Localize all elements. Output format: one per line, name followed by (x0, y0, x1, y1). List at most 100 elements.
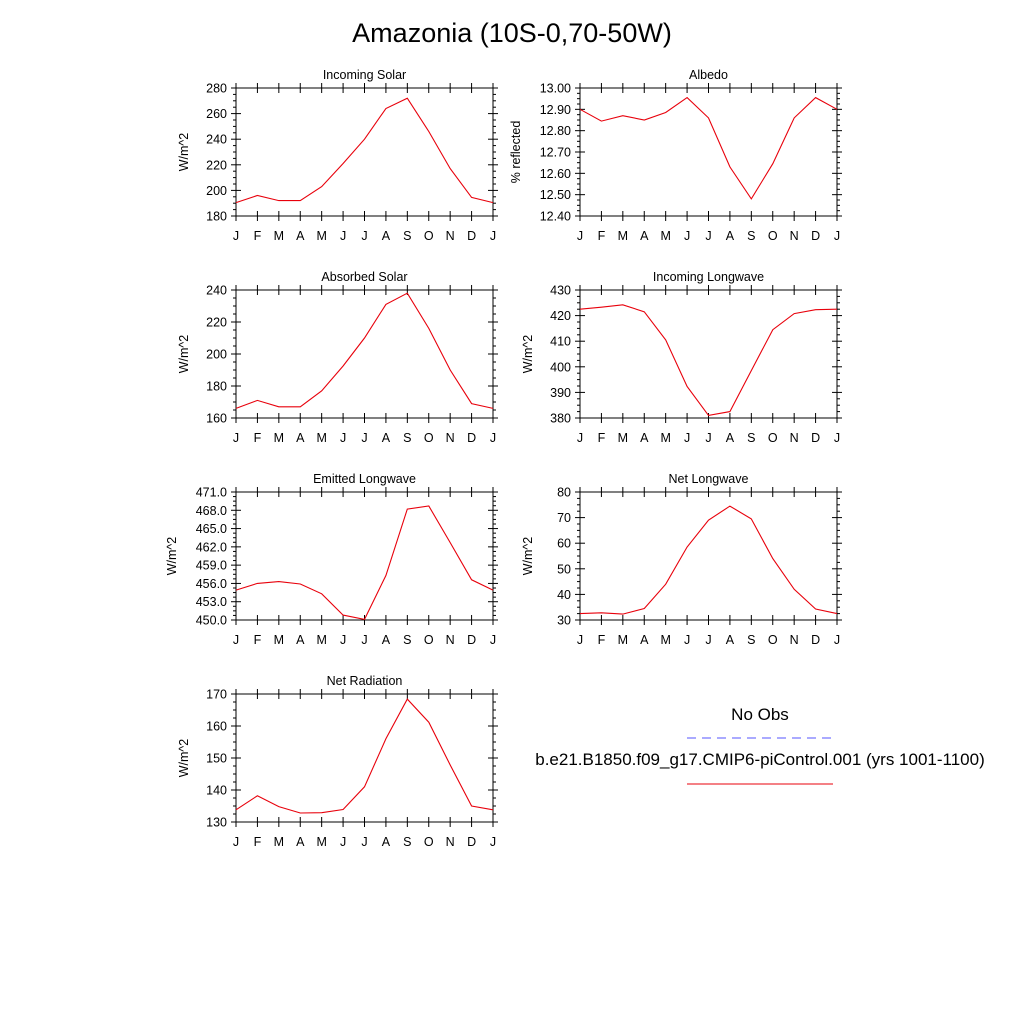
y-tick-label: 12.80 (540, 124, 571, 138)
x-tick-label: J (361, 633, 367, 647)
x-tick-label: F (254, 431, 262, 445)
chart-title: Absorbed Solar (321, 270, 407, 284)
y-tick-label: 12.50 (540, 188, 571, 202)
x-tick-label: J (705, 633, 711, 647)
y-axis-label: W/m^2 (177, 739, 191, 778)
x-tick-label: J (834, 633, 840, 647)
y-tick-label: 60 (557, 537, 571, 551)
x-tick-label: O (768, 431, 778, 445)
y-tick-label: 30 (557, 614, 571, 628)
x-tick-label: N (446, 431, 455, 445)
y-tick-label: 80 (557, 486, 571, 500)
y-tick-label: 220 (206, 316, 227, 330)
y-tick-label: 420 (550, 309, 571, 323)
x-tick-label: J (233, 431, 239, 445)
y-tick-label: 140 (206, 784, 227, 798)
plot-frame (579, 491, 838, 621)
x-tick-label: J (361, 229, 367, 243)
x-tick-label: A (382, 835, 391, 849)
x-tick-label: D (467, 633, 476, 647)
x-tick-label: F (254, 229, 262, 243)
y-tick-label: 453.0 (196, 595, 227, 609)
x-tick-label: A (726, 431, 735, 445)
x-tick-label: N (790, 229, 799, 243)
y-tick-label: 50 (557, 562, 571, 576)
x-tick-label: O (424, 835, 434, 849)
y-tick-label: 410 (550, 335, 571, 349)
x-tick-label: J (705, 431, 711, 445)
x-tick-label: M (316, 229, 326, 243)
x-tick-label: M (618, 431, 628, 445)
y-axis-label: W/m^2 (165, 537, 179, 576)
x-tick-label: M (618, 633, 628, 647)
page-title: Amazonia (10S-0,70-50W) (352, 18, 672, 48)
y-tick-label: 12.40 (540, 210, 571, 224)
y-tick-label: 459.0 (196, 559, 227, 573)
x-tick-label: O (768, 633, 778, 647)
plot-frame (579, 87, 838, 217)
x-tick-label: J (684, 229, 690, 243)
x-tick-label: F (254, 835, 262, 849)
x-tick-label: M (274, 633, 284, 647)
plot-frame (235, 491, 494, 621)
x-tick-label: N (790, 431, 799, 445)
series-line (235, 505, 494, 621)
x-tick-label: J (361, 835, 367, 849)
x-tick-label: J (340, 835, 346, 849)
legend-obs-label: No Obs (731, 705, 789, 724)
y-tick-label: 400 (550, 360, 571, 374)
x-tick-label: N (446, 633, 455, 647)
x-tick-label: M (316, 431, 326, 445)
y-tick-label: 70 (557, 511, 571, 525)
x-tick-label: S (403, 229, 411, 243)
y-tick-label: 468.0 (196, 504, 227, 518)
x-tick-label: A (382, 229, 391, 243)
series-line (579, 96, 838, 200)
x-tick-label: S (403, 835, 411, 849)
x-tick-label: A (296, 229, 305, 243)
x-tick-label: M (274, 835, 284, 849)
y-tick-label: 130 (206, 816, 227, 830)
chart-title: Albedo (689, 68, 728, 82)
y-tick-label: 240 (206, 284, 227, 298)
x-tick-label: N (790, 633, 799, 647)
x-tick-label: A (726, 633, 735, 647)
x-tick-label: D (467, 835, 476, 849)
y-tick-label: 180 (206, 380, 227, 394)
x-tick-label: J (490, 835, 496, 849)
x-tick-label: A (640, 633, 649, 647)
x-tick-label: D (811, 229, 820, 243)
x-tick-label: A (640, 229, 649, 243)
y-tick-label: 220 (206, 158, 227, 172)
x-tick-label: J (834, 431, 840, 445)
x-tick-label: J (834, 229, 840, 243)
x-tick-label: M (618, 229, 628, 243)
chart-title: Incoming Longwave (653, 270, 764, 284)
y-tick-label: 170 (206, 688, 227, 702)
series-line (235, 97, 494, 204)
x-tick-label: A (296, 431, 305, 445)
x-tick-label: A (382, 431, 391, 445)
x-tick-label: M (660, 633, 670, 647)
x-tick-label: J (684, 431, 690, 445)
series-line (579, 304, 838, 417)
x-tick-label: J (577, 431, 583, 445)
y-axis-label: % reflected (509, 121, 523, 184)
x-tick-label: J (233, 229, 239, 243)
y-tick-label: 456.0 (196, 577, 227, 591)
plot-frame (235, 87, 494, 217)
x-tick-label: J (577, 633, 583, 647)
plot-frame (235, 289, 494, 419)
y-tick-label: 12.60 (540, 167, 571, 181)
x-tick-label: F (598, 633, 606, 647)
chart-title: Incoming Solar (323, 68, 406, 82)
x-tick-label: M (316, 633, 326, 647)
x-tick-label: J (361, 431, 367, 445)
y-tick-label: 465.0 (196, 522, 227, 536)
x-tick-label: F (598, 431, 606, 445)
x-tick-label: J (233, 835, 239, 849)
plot-frame (579, 289, 838, 419)
